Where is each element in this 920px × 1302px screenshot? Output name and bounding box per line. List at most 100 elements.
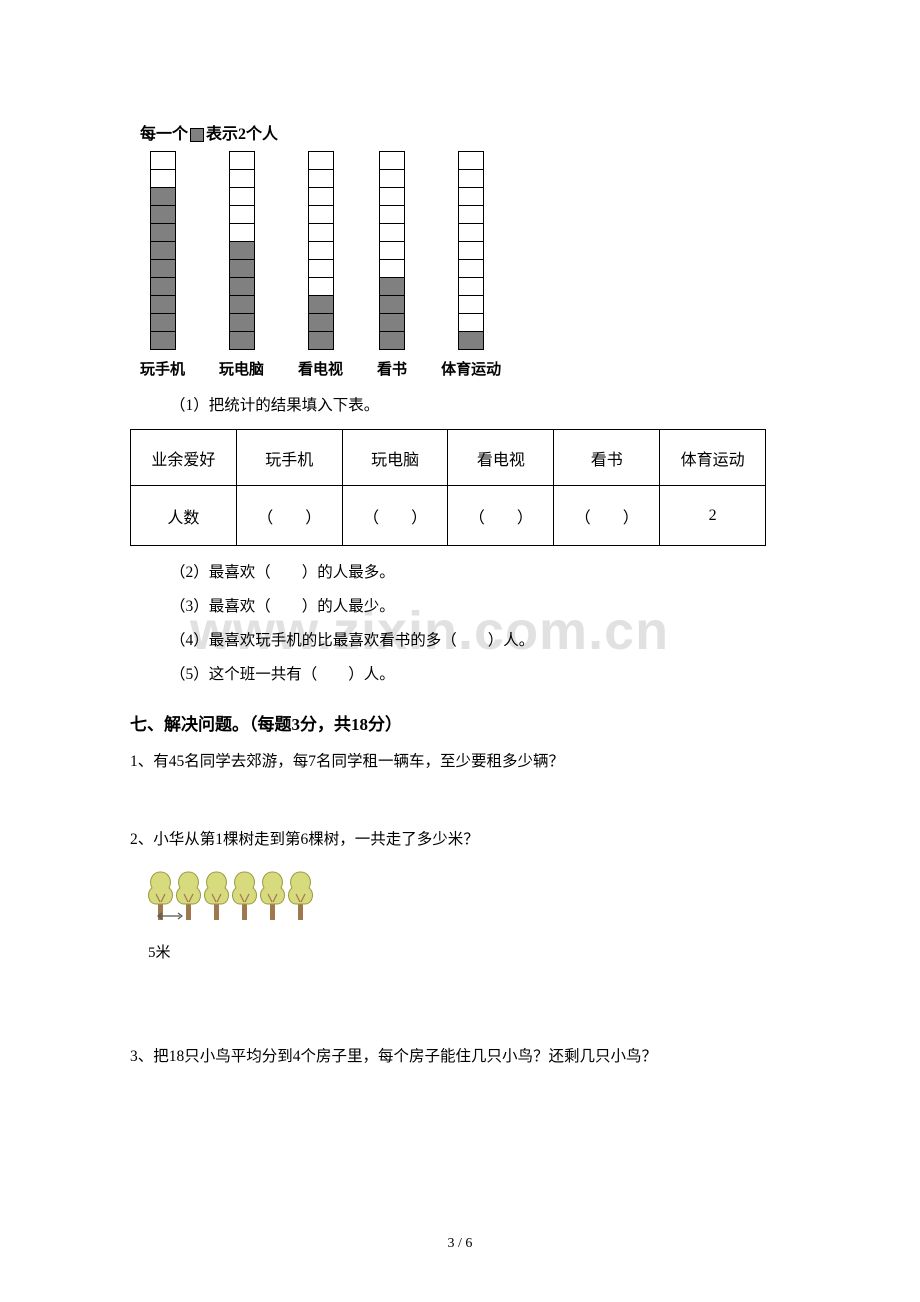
chart-title-prefix: 每一个: [140, 126, 188, 143]
bar-cell: [229, 187, 255, 206]
bar-cell: [150, 151, 176, 170]
bar-cell: [150, 223, 176, 242]
bar-cell: [229, 169, 255, 188]
table-header-cell: 玩电脑: [342, 430, 448, 486]
table-header-row: 业余爱好 玩手机 玩电脑 看电视 看书 体育运动: [131, 430, 766, 486]
bar-cell: [229, 205, 255, 224]
bar-cell: [458, 205, 484, 224]
trees-illustration: [138, 862, 790, 937]
bar-cell: [379, 313, 405, 332]
bar-cell: [458, 241, 484, 260]
bar-cell: [229, 277, 255, 296]
page-content: 每一个表示2个人 玩手机玩电脑看电视看书体育运动 （1）把统计的结果填入下表。 …: [0, 0, 920, 1120]
bar-cell: [308, 277, 334, 296]
bar-cell: [458, 331, 484, 350]
bar-cell: [379, 205, 405, 224]
table-header-cell: 业余爱好: [131, 430, 237, 486]
bar-label: 看电视: [298, 358, 343, 379]
bar-cell: [379, 277, 405, 296]
bar-cell: [458, 187, 484, 206]
bar-cell: [458, 169, 484, 188]
bar-cell: [458, 295, 484, 314]
q4-text: （4）最喜欢玩手机的比最喜欢看书的多（ ）人。: [170, 624, 790, 658]
bar-cell: [458, 151, 484, 170]
bar-column: 玩电脑: [219, 152, 264, 379]
table-header-cell: 看书: [554, 430, 660, 486]
bar-cell: [379, 241, 405, 260]
bar-cell: [229, 259, 255, 278]
table-value-cell: 2: [660, 486, 766, 546]
spacer: [130, 785, 790, 825]
bar-cell: [379, 151, 405, 170]
bar-cell: [308, 259, 334, 278]
bar-cell: [458, 259, 484, 278]
bar-stack: [308, 152, 334, 350]
table-header-cell: 体育运动: [660, 430, 766, 486]
bar-cell: [308, 151, 334, 170]
legend-box-icon: [190, 128, 204, 142]
bar-cell: [458, 277, 484, 296]
bar-cell: [150, 313, 176, 332]
bar-label: 体育运动: [441, 358, 501, 379]
table-data-row: 人数 （ ） （ ） （ ） （ ） 2: [131, 486, 766, 546]
bar-cell: [229, 223, 255, 242]
tree-distance-label: 5米: [148, 941, 790, 962]
section-7-heading: 七、解决问题。（每题3分，共18分）: [130, 710, 790, 735]
chart-title-suffix: 表示2个人: [206, 126, 278, 143]
bar-cell: [308, 169, 334, 188]
bar-cell: [379, 223, 405, 242]
page-number: 3 / 6: [0, 1236, 920, 1252]
table-header-cell: 看电视: [448, 430, 554, 486]
table-row-label: 人数: [131, 486, 237, 546]
bar-chart: 玩手机 玩电脑 看电视 看书 体育运动: [140, 152, 790, 379]
bar-cell: [150, 277, 176, 296]
bar-cell: [458, 313, 484, 332]
table-header-cell: 玩手机: [236, 430, 342, 486]
bar-cell: [229, 313, 255, 332]
table-blank-cell: （ ）: [236, 486, 342, 546]
spacer: [130, 962, 790, 1042]
bar-stack: [458, 152, 484, 350]
bar-cell: [379, 259, 405, 278]
bar-cell: [308, 241, 334, 260]
table-blank-cell: （ ）: [448, 486, 554, 546]
bar-cell: [150, 295, 176, 314]
bar-cell: [308, 205, 334, 224]
bar-cell: [150, 331, 176, 350]
bar-cell: [308, 313, 334, 332]
bar-cell: [229, 151, 255, 170]
bar-cell: [229, 295, 255, 314]
stats-table: 业余爱好 玩手机 玩电脑 看电视 看书 体育运动 人数 （ ） （ ） （ ） …: [130, 429, 766, 546]
table-blank-cell: （ ）: [342, 486, 448, 546]
bar-cell: [150, 169, 176, 188]
bar-stack: [229, 152, 255, 350]
bar-label: 玩手机: [140, 358, 185, 379]
bar-cell: [150, 187, 176, 206]
table-blank-cell: （ ）: [554, 486, 660, 546]
q3-text: （3）最喜欢（ ）的人最少。: [170, 590, 790, 624]
bar-cell: [379, 331, 405, 350]
bar-cell: [308, 187, 334, 206]
bar-label: 玩电脑: [219, 358, 264, 379]
bar-cell: [229, 331, 255, 350]
bar-cell: [150, 259, 176, 278]
bar-column: 体育运动: [441, 152, 501, 379]
problem-1: 1、有45名同学去郊游，每7名同学租一辆车，至少要租多少辆？: [130, 747, 790, 776]
bar-cell: [308, 295, 334, 314]
bar-cell: [458, 223, 484, 242]
bar-stack: [150, 152, 176, 350]
problem-2: 2、小华从第1棵树走到第6棵树，一共走了多少米？: [130, 825, 790, 854]
bar-cell: [379, 295, 405, 314]
trees-svg-icon: [138, 862, 318, 932]
q5-text: （5）这个班一共有（ ）人。: [170, 658, 790, 692]
q1-prompt: （1）把统计的结果填入下表。: [170, 389, 790, 423]
bar-column: 玩手机: [140, 152, 185, 379]
chart-title: 每一个 表示2个人: [140, 120, 790, 144]
bar-cell: [308, 223, 334, 242]
bar-label: 看书: [377, 358, 407, 379]
q2-text: （2）最喜欢（ ）的人最多。: [170, 556, 790, 590]
bar-stack: [379, 152, 405, 350]
bar-cell: [229, 241, 255, 260]
bar-cell: [379, 187, 405, 206]
bar-cell: [150, 241, 176, 260]
